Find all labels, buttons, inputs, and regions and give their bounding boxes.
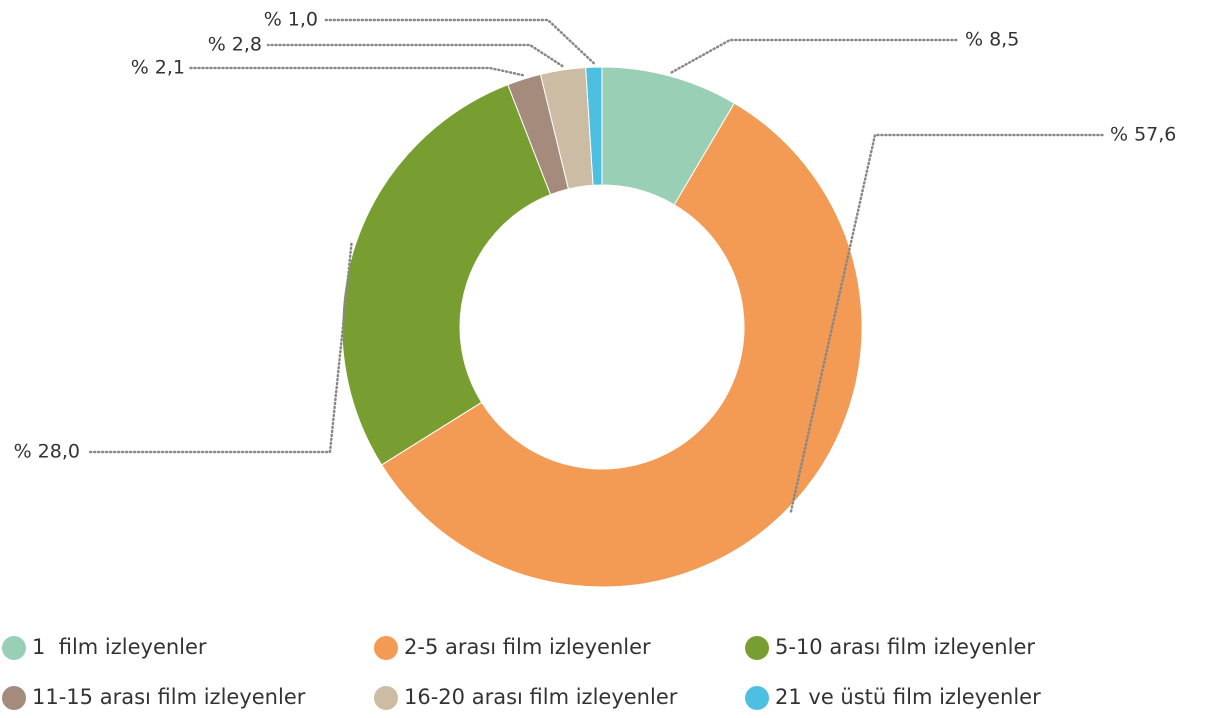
donut-segment <box>380 102 863 588</box>
donut-segment <box>341 84 552 466</box>
donut-segment <box>585 66 603 186</box>
value-label: % 8,5 <box>965 29 1019 51</box>
legend-swatch <box>2 686 26 710</box>
legend-label: 21 ve üstü film izleyenler <box>775 685 1041 709</box>
legend-label: 16-20 arası film izleyenler <box>404 685 678 709</box>
leader-line <box>323 18 595 65</box>
legend-swatch <box>745 686 769 710</box>
value-label: % 28,0 <box>14 441 80 463</box>
legend-label: 2-5 arası film izleyenler <box>404 635 651 659</box>
legend-swatch <box>374 686 398 710</box>
leader-line <box>86 242 353 454</box>
leader-line <box>789 133 1107 513</box>
value-label: % 2,8 <box>208 34 262 56</box>
value-label: % 1,0 <box>264 9 318 31</box>
value-label: % 2,1 <box>131 57 185 79</box>
legend-label: 1 film izleyenler <box>32 635 207 659</box>
value-label: % 57,6 <box>1110 124 1176 146</box>
leader-line <box>188 66 525 77</box>
leader-line <box>670 38 960 74</box>
leader-line <box>266 43 564 68</box>
legend-swatch <box>2 636 26 660</box>
legend-label: 11-15 arası film izleyenler <box>32 685 306 709</box>
legend-swatch <box>374 636 398 660</box>
legend-swatch <box>745 636 769 660</box>
legend-label: 5-10 arası film izleyenler <box>775 635 1035 659</box>
